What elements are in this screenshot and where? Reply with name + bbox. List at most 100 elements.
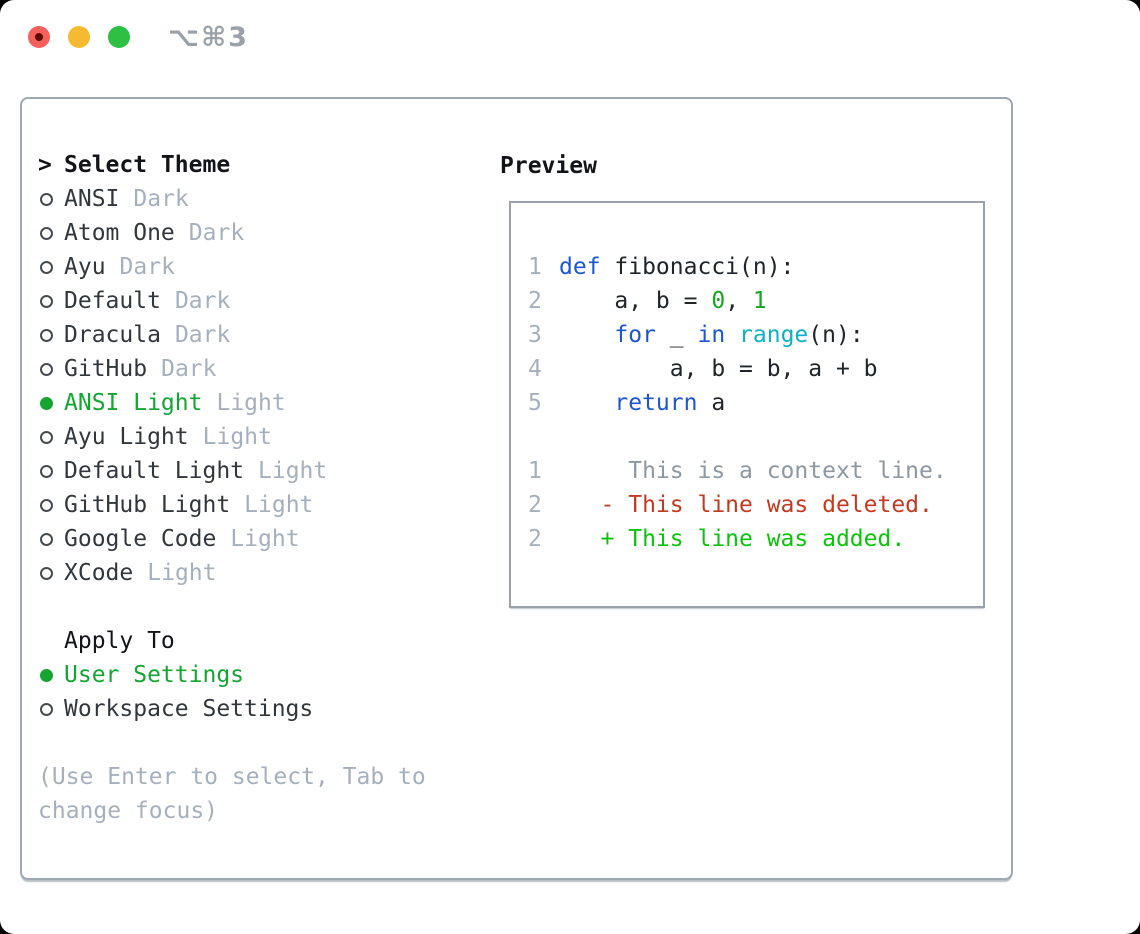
radio-icon <box>40 668 53 682</box>
theme-name: ANSI <box>64 186 120 212</box>
code-token: + This line was added. <box>559 526 906 552</box>
theme-variant-tag: Light <box>202 424 272 450</box>
theme-option[interactable]: ANSI Light Light <box>38 386 446 420</box>
code-line: 1 This is a context line. <box>528 454 947 488</box>
code-line <box>528 420 947 454</box>
code-line: 2 - This line was deleted. <box>528 488 947 522</box>
radio-icon <box>40 430 53 444</box>
apply-to-list: User Settings Workspace Settings <box>38 658 446 726</box>
radio-icon <box>40 226 53 240</box>
theme-list-header: > Select Theme <box>38 148 446 182</box>
code-token: in <box>697 322 726 348</box>
theme-variant-tag: Light <box>230 526 300 552</box>
theme-option[interactable]: Ayu Dark <box>38 250 446 284</box>
theme-option[interactable]: XCode Light <box>38 556 446 590</box>
spacer <box>38 590 446 624</box>
code-token: This is a context line. <box>559 458 947 484</box>
window-controls <box>28 26 130 48</box>
minimize-button[interactable] <box>68 26 90 48</box>
radio-icon <box>40 192 53 206</box>
code-token: a <box>697 390 726 416</box>
theme-variant-tag: Light <box>216 390 286 416</box>
left-column: > Select Theme ANSI Dark Atom One Dark A… <box>38 148 446 828</box>
theme-name: Ayu <box>64 254 106 280</box>
apply-to-option[interactable]: Workspace Settings <box>38 692 446 726</box>
close-button[interactable] <box>28 26 50 48</box>
code-line: 4 a, b = b, a + b <box>528 352 947 386</box>
line-number: 1 <box>528 254 542 280</box>
theme-option[interactable]: Ayu Light Light <box>38 420 446 454</box>
code-line: 2 a, b = 0, 1 <box>528 284 947 318</box>
code-line: 5 return a <box>528 386 947 420</box>
theme-variant-tag: Dark <box>188 220 245 246</box>
theme-name: Google Code <box>64 526 217 552</box>
theme-variant-tag: Dark <box>133 186 189 212</box>
code-token: 1 <box>752 288 767 314</box>
spacer <box>38 726 446 760</box>
theme-picker-panel: > Select Theme ANSI Dark Atom One Dark A… <box>20 97 1013 880</box>
code-token: return <box>614 390 698 416</box>
radio-icon <box>40 464 53 478</box>
code-token: , <box>725 288 753 314</box>
line-number: 2 <box>528 492 542 518</box>
code-token: fibonacci(n): <box>600 254 795 280</box>
code-token <box>559 322 614 348</box>
code-token: range <box>739 322 809 348</box>
theme-name: Default Light <box>64 458 245 484</box>
radio-icon <box>40 498 53 512</box>
code-token: 0 <box>711 288 726 314</box>
theme-option[interactable]: GitHub Dark <box>38 352 446 386</box>
apply-to-option[interactable]: User Settings <box>38 658 446 692</box>
theme-name: Default <box>64 288 161 314</box>
line-number: 2 <box>528 288 542 314</box>
zoom-button[interactable] <box>108 26 130 48</box>
code-token: def <box>559 254 601 280</box>
theme-option[interactable]: Default Dark <box>38 284 446 318</box>
title-bar: ⌥⌘3 <box>0 0 1140 75</box>
window-title: ⌥⌘3 <box>168 22 249 53</box>
code-token: a, b = <box>559 288 712 314</box>
code-line: 1 def fibonacci(n): <box>528 250 947 284</box>
line-number: 5 <box>528 390 542 416</box>
code-token: (n): <box>808 322 864 348</box>
theme-option[interactable]: Atom One Dark <box>38 216 446 250</box>
code-line: 2 + This line was added. <box>528 522 947 556</box>
theme-name: GitHub Light <box>64 492 231 518</box>
radio-icon <box>40 294 53 308</box>
apply-to-title: Apply To <box>64 628 175 654</box>
theme-variant-tag: Dark <box>161 356 217 382</box>
radio-icon <box>40 532 53 546</box>
code-token: _ <box>655 322 698 348</box>
theme-option[interactable]: ANSI Dark <box>38 182 446 216</box>
code-token: a, b = b, a + b <box>559 356 878 382</box>
theme-name: Ayu Light <box>64 424 189 450</box>
preview-title: Preview <box>500 153 597 179</box>
apply-to-name: User Settings <box>64 662 245 688</box>
theme-option[interactable]: Dracula Dark <box>38 318 446 352</box>
theme-name: XCode <box>64 560 134 586</box>
theme-option[interactable]: Default Light Light <box>38 454 446 488</box>
theme-name: Atom One <box>64 220 175 246</box>
selection-caret-icon: > <box>38 152 52 178</box>
code-token: for <box>614 322 656 348</box>
code-token <box>725 322 739 348</box>
help-text: (Use Enter to select, Tab to change focu… <box>38 764 426 824</box>
line-number: 1 <box>528 458 542 484</box>
code-line: 3 for _ in range (n): <box>528 318 947 352</box>
line-number: 4 <box>528 356 542 382</box>
theme-option[interactable]: Google Code Light <box>38 522 446 556</box>
theme-option[interactable]: GitHub Light Light <box>38 488 446 522</box>
theme-name: Dracula <box>64 322 161 348</box>
theme-variant-tag: Light <box>258 458 328 484</box>
code-preview: 1 def fibonacci(n): 2 a, b = 0, 1 3 for … <box>528 250 947 556</box>
apply-to-header: Apply To <box>38 624 446 658</box>
radio-icon <box>40 566 53 580</box>
theme-variant-tag: Dark <box>174 322 231 348</box>
theme-name: ANSI Light <box>64 390 203 416</box>
theme-variant-tag: Dark <box>119 254 175 280</box>
theme-list-title: Select Theme <box>64 152 231 178</box>
line-number: 3 <box>528 322 542 348</box>
radio-icon <box>40 702 53 716</box>
radio-icon <box>40 362 53 376</box>
